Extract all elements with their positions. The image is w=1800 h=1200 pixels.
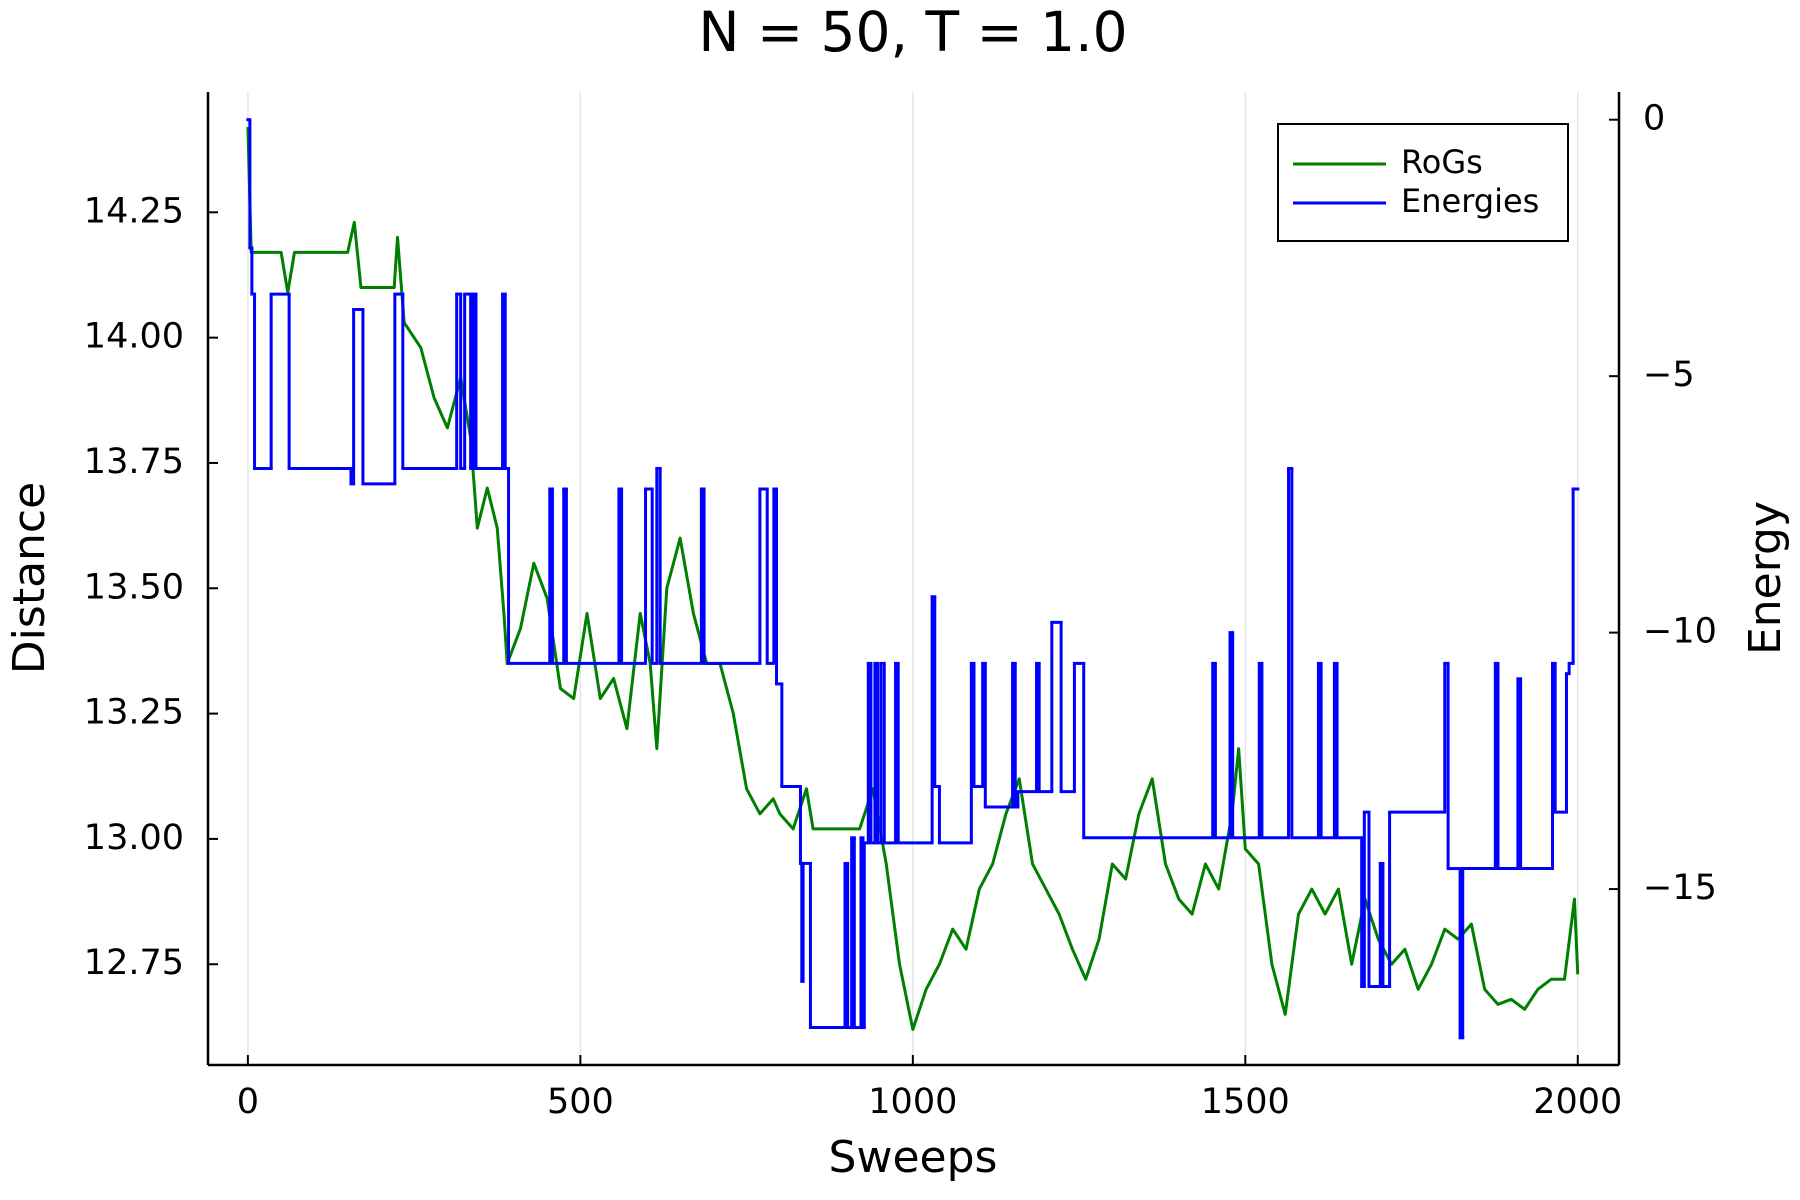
legend-label: RoGs xyxy=(1401,143,1483,181)
x-tick-label: 1000 xyxy=(868,1082,957,1122)
y2-axis-label: Energy xyxy=(1740,501,1791,655)
x-axis-label: Sweeps xyxy=(829,1132,998,1183)
grid xyxy=(247,92,1579,1065)
y-tick-label: 14.25 xyxy=(84,191,184,231)
y-tick-label: 13.75 xyxy=(84,442,184,482)
x-tick-label: 1500 xyxy=(1201,1082,1290,1122)
plot-area xyxy=(246,118,1580,1040)
axes: 0 500 1000 1500 2000 12.75 13.00 13.25 13.50 13.7… xyxy=(84,92,1717,1122)
y2-tick-label: 0 xyxy=(1643,99,1665,139)
x-tick-label: 2000 xyxy=(1533,1082,1622,1122)
y-tick-label: 12.75 xyxy=(84,943,184,983)
y2-tick-label: −10 xyxy=(1643,612,1717,652)
chart-title: N = 50, T = 1.0 xyxy=(698,0,1127,64)
y-tick-label: 14.00 xyxy=(84,317,184,357)
x-tick-label: 500 xyxy=(547,1082,614,1122)
y-tick-label: 13.50 xyxy=(84,567,184,607)
y-axis-label: Distance xyxy=(4,482,55,674)
y-tick-label: 13.25 xyxy=(84,693,184,733)
y2-tick-label: −5 xyxy=(1643,355,1695,395)
y-tick-label: 13.00 xyxy=(84,818,184,858)
legend-label: Energies xyxy=(1401,182,1539,220)
legend-box xyxy=(1277,123,1569,242)
x-tick-label: 0 xyxy=(237,1082,259,1122)
y2-tick-label: −15 xyxy=(1643,868,1717,908)
